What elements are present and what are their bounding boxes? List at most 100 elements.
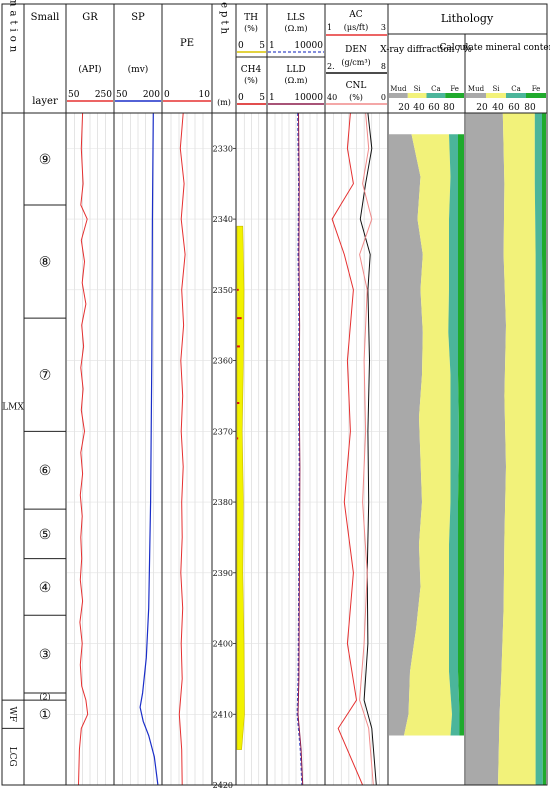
cnl-unit: (%): [349, 93, 363, 102]
legend-label-ca: Ca: [431, 85, 441, 93]
lld-title: LLD: [286, 65, 305, 75]
ac-min: 1: [327, 23, 332, 32]
small-layer-label: ⑥: [39, 463, 52, 479]
cnl-min: 40: [327, 93, 337, 102]
ch4-max: 5: [259, 93, 265, 103]
sp-curve: [139, 112, 159, 786]
legend-swatch-fe: [445, 93, 464, 98]
depth-tick-label: 2380: [213, 498, 233, 507]
gr-unit: (API): [78, 64, 101, 75]
gr-curve: [78, 112, 89, 786]
calc-fe-area: [542, 113, 546, 785]
den-max: 8: [381, 62, 386, 71]
lls-title: LLS: [287, 13, 305, 23]
percent-tick-label: 80: [443, 103, 455, 113]
legend-swatch-si: [407, 93, 427, 98]
percent-tick-label: 40: [413, 103, 425, 113]
gr-max: 250: [95, 90, 112, 100]
legend-label-fe: Fe: [532, 85, 541, 93]
th-unit: (%): [244, 24, 258, 33]
pe-min: 0: [164, 90, 170, 100]
cnl-max: 0: [381, 93, 386, 102]
small-layer-header: Small: [31, 12, 60, 23]
depth-tick-label: 2410: [213, 710, 233, 719]
lithology-title: Lithology: [441, 12, 494, 25]
depth-tick-label: 2370: [213, 427, 233, 436]
lld-min: 1: [269, 93, 275, 103]
formation-label: LCG: [7, 747, 17, 767]
sp-title: SP: [131, 12, 145, 23]
depth-tick-label: 2330: [213, 144, 233, 153]
ch4-title: CH4: [241, 65, 262, 75]
den-curve: [359, 112, 377, 786]
ch4-min: 0: [238, 93, 244, 103]
ac-title: AC: [348, 10, 362, 20]
pe-title: PE: [180, 38, 194, 49]
lls-unit: (Ω.m): [284, 24, 307, 33]
calc-si-area: [498, 113, 536, 785]
sp-min: 50: [116, 90, 128, 100]
legend-label-fe: Fe: [450, 85, 459, 93]
depth-tick-label: 2390: [213, 569, 233, 578]
formation-header: Formation: [8, 0, 19, 56]
legend-label-si: Si: [414, 85, 422, 93]
lls-min: 1: [269, 41, 275, 51]
xrd-si-area: [404, 134, 452, 736]
lls-curve: [296, 112, 303, 786]
small-layer-label: ⑨: [39, 152, 52, 168]
small-layer-label: ⑦: [39, 368, 52, 384]
sp-max: 200: [143, 90, 160, 100]
den-min: 2.: [327, 62, 335, 71]
th-fill: [236, 225, 245, 750]
layer-header: layer: [32, 96, 58, 107]
lld-unit: (Ω.m): [284, 76, 307, 85]
depth-header: Depth: [219, 0, 230, 37]
percent-tick-label: 80: [524, 103, 536, 113]
percent-tick-label: 20: [398, 103, 410, 113]
th-max: 5: [259, 41, 265, 51]
small-layer-label: ⑤: [39, 527, 52, 543]
gr-min: 50: [68, 90, 80, 100]
small-layer-label: (2): [39, 692, 50, 701]
calc-ca-area: [534, 113, 543, 785]
depth-tick-label: 2340: [213, 215, 233, 224]
pe-max: 10: [199, 90, 211, 100]
legend-swatch-mud: [389, 93, 408, 98]
legend-label-mud: Mud: [390, 85, 407, 93]
small-layer-label: ③: [39, 647, 52, 663]
lls-max: 10000: [294, 41, 323, 51]
formation-label: WF: [7, 707, 17, 723]
pe-curve: [178, 112, 186, 786]
legend-label-mud: Mud: [468, 85, 485, 93]
formation-label: LMX: [2, 403, 24, 413]
small-layer-label: ④: [39, 580, 52, 596]
th-min: 0: [238, 41, 244, 51]
legend-swatch-ca: [426, 93, 446, 98]
lld-curve: [297, 112, 304, 786]
lld-max: 10000: [294, 93, 323, 103]
den-title: DEN: [345, 45, 367, 55]
gr-title: GR: [82, 12, 98, 23]
xrd-fe-area: [458, 134, 464, 736]
th-title: TH: [244, 13, 258, 23]
legend-label-si: Si: [492, 85, 500, 93]
calc-title: Calculate mineral content /%: [439, 43, 550, 53]
legend-swatch-ca: [506, 93, 526, 98]
small-layer-label: ①: [39, 707, 52, 723]
depth-tick-label: 2350: [213, 286, 233, 295]
ac-curve: [331, 112, 364, 786]
sp-unit: (mv): [128, 64, 149, 75]
legend-label-ca: Ca: [511, 85, 521, 93]
small-layer-label: ⑧: [39, 254, 52, 270]
xrd-title: X-ray diffraction / %: [380, 45, 472, 55]
legend-swatch-mud: [466, 93, 486, 98]
ac-max: 3: [381, 23, 386, 32]
legend-swatch-si: [486, 93, 506, 98]
cnl-title: CNL: [346, 81, 367, 91]
den-unit: (g/cm³): [341, 58, 370, 67]
calc-mud-area: [466, 113, 506, 785]
depth-tick-label: 2360: [213, 357, 233, 366]
percent-tick-label: 20: [476, 103, 488, 113]
xrd-ca-area: [448, 134, 460, 736]
